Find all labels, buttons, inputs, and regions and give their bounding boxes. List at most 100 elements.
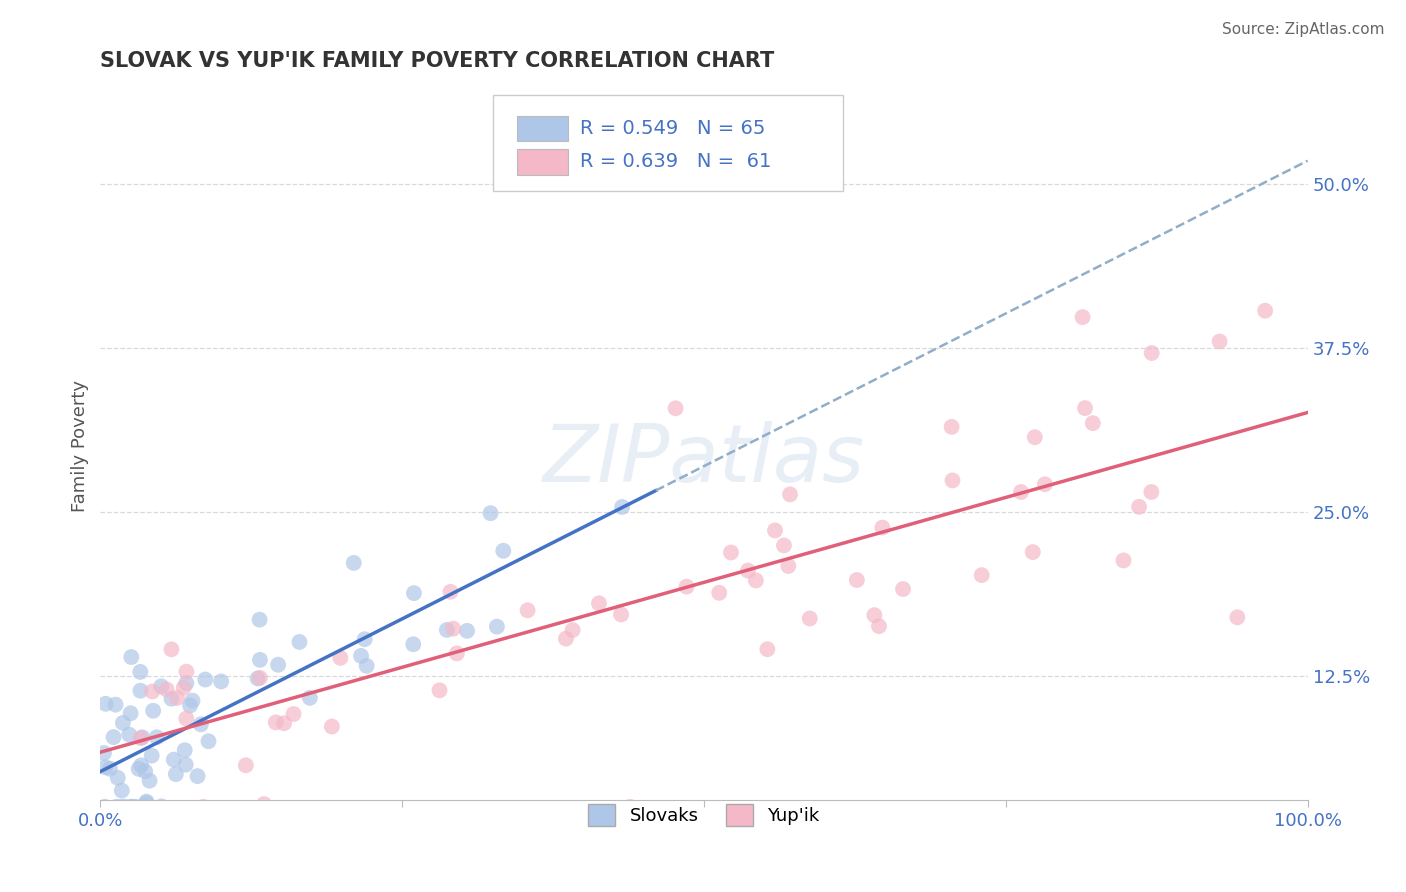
Point [150, 679, 173, 693]
Point [146, 731, 169, 745]
Point [209, 674, 232, 689]
Point [249, 671, 271, 685]
Point [799, 611, 821, 625]
Point [745, 574, 768, 588]
Point [485, 620, 508, 634]
Point [779, 487, 801, 501]
Point [1140, 485, 1163, 500]
Point [288, 635, 311, 649]
Point [1081, 416, 1104, 430]
Point [479, 506, 502, 520]
Point [298, 690, 321, 705]
Point [436, 623, 458, 637]
Point [173, 743, 195, 757]
Point [103, 730, 125, 744]
Point [120, 799, 142, 814]
Point [891, 582, 914, 596]
Text: Source: ZipAtlas.com: Source: ZipAtlas.com [1222, 22, 1385, 37]
FancyBboxPatch shape [492, 95, 842, 191]
Point [402, 586, 425, 600]
Point [845, 573, 868, 587]
Point [135, 796, 157, 810]
Point [516, 603, 538, 617]
Point [429, 683, 451, 698]
Point [129, 683, 152, 698]
Point [675, 580, 697, 594]
Point [235, 758, 257, 772]
Point [142, 704, 165, 718]
Point [941, 474, 963, 488]
Point [141, 748, 163, 763]
Point [253, 797, 276, 811]
Point [763, 524, 786, 538]
FancyBboxPatch shape [517, 149, 568, 175]
Point [872, 520, 894, 534]
Point [1071, 310, 1094, 325]
Point [1112, 553, 1135, 567]
Point [111, 715, 134, 730]
Point [110, 799, 132, 814]
Point [664, 401, 686, 416]
Point [441, 622, 464, 636]
Point [181, 694, 204, 708]
Point [176, 665, 198, 679]
Point [1033, 477, 1056, 491]
Point [131, 731, 153, 745]
Point [1254, 303, 1277, 318]
Point [125, 799, 148, 814]
Point [165, 767, 187, 781]
Point [439, 584, 461, 599]
Point [709, 586, 731, 600]
Point [756, 642, 779, 657]
Point [720, 545, 742, 559]
Point [160, 691, 183, 706]
Point [737, 564, 759, 578]
Point [105, 799, 128, 814]
Point [94, 697, 117, 711]
Point [128, 762, 150, 776]
Point [267, 657, 290, 672]
Point [150, 799, 173, 814]
Point [93, 746, 115, 760]
Text: R = 0.639   N =  61: R = 0.639 N = 61 [579, 153, 770, 171]
Y-axis label: Family Poverty: Family Poverty [72, 380, 89, 512]
Point [179, 698, 201, 713]
Point [941, 420, 963, 434]
Point [120, 706, 142, 721]
Point [610, 607, 633, 622]
Point [134, 764, 156, 779]
Point [187, 769, 209, 783]
Point [114, 799, 136, 814]
Point [129, 665, 152, 679]
Point [778, 559, 800, 574]
Text: R = 0.549   N = 65: R = 0.549 N = 65 [579, 119, 765, 138]
Point [554, 632, 576, 646]
Point [121, 799, 143, 814]
Point [350, 648, 373, 663]
Point [773, 539, 796, 553]
Point [343, 556, 366, 570]
Point [1128, 500, 1150, 514]
Point [111, 783, 134, 797]
Point [135, 795, 157, 809]
Point [353, 632, 375, 647]
Point [190, 717, 212, 731]
Point [156, 682, 179, 697]
Point [868, 619, 890, 633]
Point [94, 799, 117, 814]
Point [264, 715, 287, 730]
Point [588, 596, 610, 610]
Point [197, 734, 219, 748]
Legend: Slovaks, Yup'ik: Slovaks, Yup'ik [581, 797, 827, 834]
Point [402, 637, 425, 651]
Point [129, 758, 152, 772]
Point [249, 653, 271, 667]
Point [1226, 610, 1249, 624]
Point [176, 712, 198, 726]
Point [176, 676, 198, 690]
Point [194, 673, 217, 687]
Point [107, 771, 129, 785]
Text: ZIPatlas: ZIPatlas [543, 421, 865, 500]
Point [329, 651, 352, 665]
Point [1074, 401, 1097, 416]
